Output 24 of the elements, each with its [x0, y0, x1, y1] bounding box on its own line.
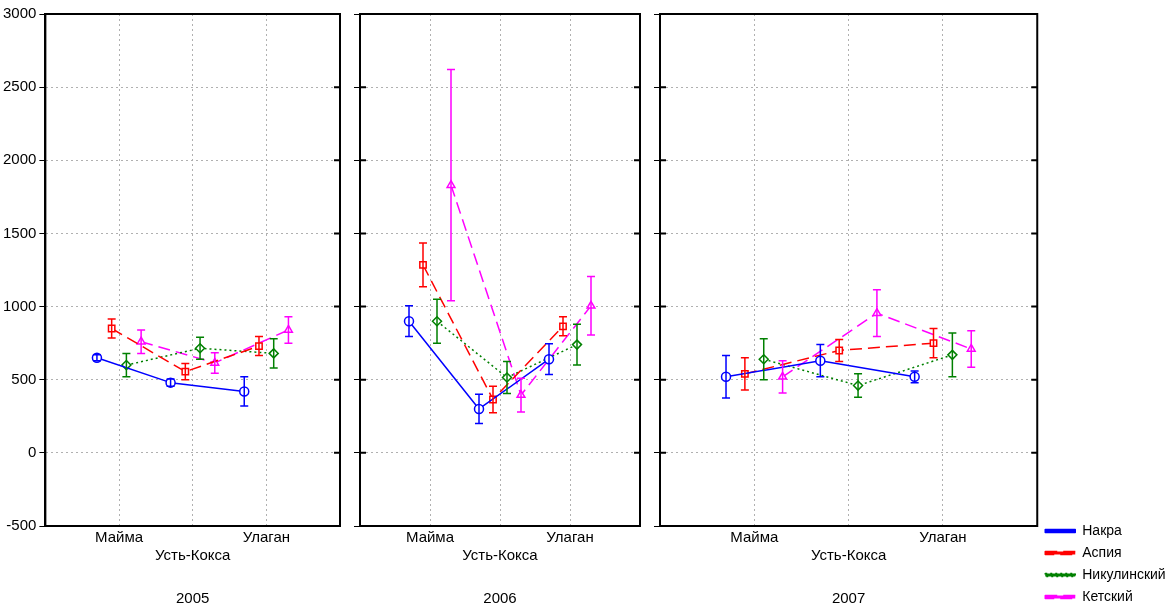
x-axis-title: 2007 — [831, 589, 866, 607]
y-tick-label: 1000 — [2, 296, 37, 314]
x-tick-label: Майма — [95, 528, 144, 546]
y-tick-label: 3000 — [2, 4, 37, 22]
legend-label: Аспия — [1082, 543, 1122, 560]
y-tick-label: 2500 — [2, 77, 37, 95]
x-tick-label: Усть-Кокса — [810, 546, 887, 564]
y-tick-label: -500 — [6, 516, 37, 534]
legend-label: Никулинский — [1082, 565, 1166, 582]
y-tick-label: 500 — [11, 369, 37, 387]
y-tick-label: 1500 — [2, 223, 37, 241]
x-tick-label: Майма — [730, 528, 779, 546]
y-tick-label: 0 — [28, 443, 37, 460]
x-tick-label: Майма — [405, 528, 455, 546]
y-tick-label: 2000 — [2, 150, 37, 168]
x-axis-title: 2006 — [483, 589, 517, 607]
legend-label: Накра — [1082, 521, 1123, 538]
x-tick-label: Усть-Кокса — [462, 546, 539, 564]
x-tick-label: Усть-Кокса — [155, 546, 232, 564]
legend-label: Кетский — [1082, 587, 1133, 604]
x-axis-title: 2005 — [176, 589, 210, 607]
x-tick-label: Улаган — [919, 528, 967, 546]
x-tick-label: Улаган — [242, 528, 291, 546]
x-tick-label: Улаган — [546, 528, 594, 546]
